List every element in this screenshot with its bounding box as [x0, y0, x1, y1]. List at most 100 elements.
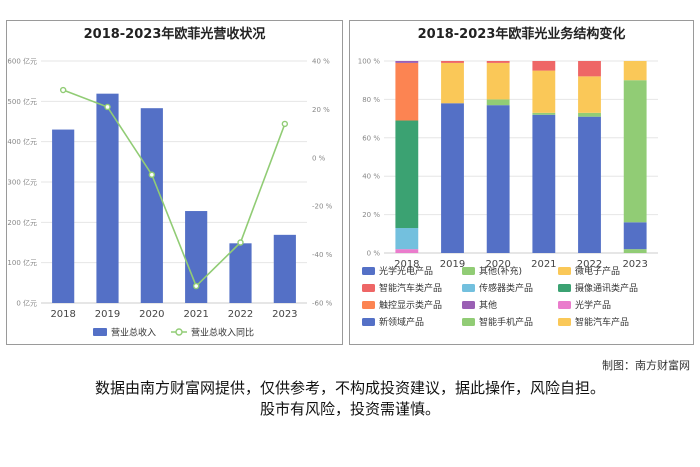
legend-label: 光学光电产品 — [379, 265, 433, 277]
x-tick-label: 2022 — [577, 259, 602, 270]
legend-swatch — [362, 284, 375, 292]
stack-segment — [441, 61, 464, 63]
stack-segment — [441, 62, 464, 104]
x-tick-label: 2018 — [394, 259, 419, 270]
x-tick-label: 2020 — [485, 259, 510, 270]
legend-label: 其他(补充) — [479, 265, 522, 277]
stack-segment — [395, 62, 419, 121]
legend-swatch — [462, 301, 475, 309]
x-tick-label: 2022 — [228, 309, 253, 320]
stack-segment — [578, 61, 601, 77]
yoy-point — [192, 282, 200, 290]
legend-label: 触控显示类产品 — [379, 299, 442, 311]
stack-segment — [578, 116, 601, 254]
y-tick-label: 60 % — [362, 134, 380, 142]
x-tick-label: 2019 — [440, 259, 465, 270]
y-tick-label: 100 % — [358, 58, 381, 66]
x-tick-label: 2023 — [622, 259, 647, 270]
y-left-tick-label: 200 亿元 — [7, 218, 37, 227]
legend-label: 智能手机产品 — [479, 316, 533, 328]
y-right-tick-label: 20 % — [312, 106, 330, 114]
stack-segment — [441, 103, 464, 254]
stack-segment-base — [623, 249, 647, 253]
revenue-bar — [229, 243, 252, 303]
stack-segment — [486, 105, 510, 253]
stack-segment — [395, 120, 419, 229]
y-right-tick-label: -60 % — [312, 300, 333, 308]
structure-chart-panel: 2018-2023年欧菲光业务结构变化 0 % 20 % 40 % 60 % 80 % 1… — [349, 20, 694, 345]
legend-label: 新领域产品 — [379, 316, 424, 328]
legend-swatch — [462, 284, 475, 292]
structure-chart-title: 2018-2023年欧菲光业务结构变化 — [417, 27, 626, 42]
stack-segment — [532, 70, 556, 113]
legend-label-revenue: 营业总收入 — [111, 327, 156, 339]
legend-swatch — [558, 301, 571, 309]
stack-segment — [532, 112, 556, 115]
stack-segment — [623, 61, 647, 81]
stack-segment — [532, 114, 556, 253]
disclaimer-line-2: 股市有风险，投资需谨慎。 — [259, 400, 440, 418]
yoy-point — [237, 239, 244, 246]
y-left-tick-label: 600 亿元 — [7, 57, 37, 66]
legend-swatch — [558, 284, 571, 292]
y-left-tick-label: 400 亿元 — [7, 137, 37, 146]
yoy-point — [104, 103, 111, 111]
y-left-tick-label: 300 亿元 — [7, 178, 37, 187]
stack-segment — [395, 228, 419, 250]
revenue-bar — [140, 108, 163, 303]
revenue-bar — [52, 129, 75, 303]
legend-label: 摄像通讯类产品 — [575, 282, 638, 294]
legend-swatch — [362, 318, 375, 326]
disclaimer: 数据由南方财富网提供，仅供参考，不构成投资建议，据此操作，风险自担。 股市有风险… — [0, 378, 700, 420]
stack-segment — [486, 99, 510, 106]
y-tick-label: 40 % — [362, 173, 380, 181]
legend-marker-yoy — [175, 328, 183, 336]
y-left-tick-label: 0 亿元 — [16, 299, 37, 308]
x-tick-label: 2021 — [531, 259, 556, 270]
stack-segment — [486, 61, 510, 63]
revenue-bar — [273, 234, 296, 303]
x-tick-label: 2023 — [272, 309, 297, 320]
stack-segment — [395, 61, 419, 63]
structure-chart: 0 % 20 % 40 % 60 % 80 % 100 % 2018 2019 2020 2021… — [358, 58, 658, 328]
legend-label: 智能汽车类产品 — [379, 282, 442, 294]
y-tick-label: 80 % — [362, 96, 380, 104]
stack-segment — [578, 76, 601, 113]
legend-swatch — [462, 318, 475, 326]
legend-label: 传感器类产品 — [479, 282, 533, 294]
legend-swatch-revenue — [93, 328, 107, 336]
stack-segment — [578, 112, 601, 117]
stack-segment — [395, 249, 419, 253]
revenue-chart-panel: 2018-2023年欧菲光营收状况 0 亿元 100 亿元 200 亿元 300 亿元… — [6, 20, 343, 345]
revenue-bar — [96, 93, 119, 303]
chart-credit: 制图：南方财富网 — [602, 359, 690, 372]
y-tick-label: 20 % — [362, 211, 380, 219]
legend-swatch — [558, 267, 571, 275]
revenue-chart: 0 亿元 100 亿元 200 亿元 300 亿元 400 亿元 500 亿元 600 亿元… — [7, 57, 333, 339]
legend-swatch — [462, 267, 475, 275]
disclaimer-line-1: 数据由南方财富网提供，仅供参考，不构成投资建议，据此操作，风险自担。 — [94, 379, 605, 397]
stack-segment — [623, 80, 647, 223]
yoy-line — [62, 89, 286, 288]
y-right-tick-label: -20 % — [312, 203, 333, 211]
yoy-point — [148, 171, 156, 178]
legend-swatch — [362, 267, 375, 275]
stack-segment — [486, 62, 510, 100]
legend-label-yoy: 营业总收入同比 — [191, 327, 254, 339]
stack-segment — [532, 61, 556, 71]
y-right-tick-label: 40 % — [312, 58, 330, 66]
y-left-tick-label: 500 亿元 — [7, 97, 37, 106]
y-left-tick-label: 100 亿元 — [7, 258, 37, 267]
y-tick-label: 0 % — [367, 250, 381, 258]
legend-swatch — [362, 301, 375, 309]
x-tick-label: 2020 — [139, 309, 164, 320]
stack-segment — [623, 222, 647, 250]
x-tick-label: 2019 — [95, 309, 120, 320]
legend-label: 智能汽车产品 — [575, 316, 629, 328]
revenue-chart-title: 2018-2023年欧菲光营收状况 — [83, 27, 266, 42]
legend-label: 光学产品 — [575, 299, 611, 311]
x-tick-label: 2021 — [183, 309, 208, 320]
legend-label: 微电子产品 — [575, 265, 620, 277]
yoy-point — [281, 120, 289, 128]
yoy-point — [59, 86, 67, 94]
